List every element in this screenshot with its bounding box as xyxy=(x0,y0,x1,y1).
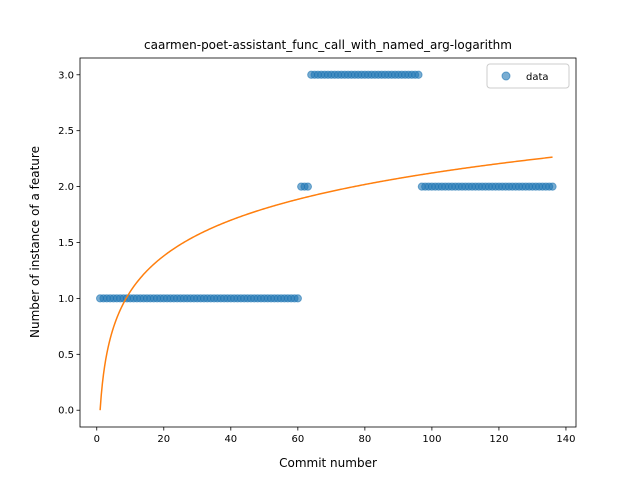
y-axis-label: Number of instance of a feature xyxy=(28,146,42,338)
x-tick-label: 0 xyxy=(94,434,100,445)
fit-line xyxy=(99,156,553,411)
y-tick-label: 0.5 xyxy=(58,350,74,361)
x-tick-label: 140 xyxy=(556,434,575,445)
data-point xyxy=(303,182,312,191)
y-tick-label: 2.0 xyxy=(58,182,74,193)
data-point xyxy=(414,70,423,79)
y-tick-label: 2.5 xyxy=(58,126,74,137)
y-tick-label: 1.5 xyxy=(58,238,74,249)
x-tick-label: 100 xyxy=(422,434,441,445)
x-tick-label: 80 xyxy=(358,434,371,445)
x-tick-label: 60 xyxy=(291,434,304,445)
data-point xyxy=(293,294,302,303)
legend-box xyxy=(486,63,570,89)
legend: data xyxy=(486,63,570,89)
x-tick-label: 40 xyxy=(224,434,237,445)
x-axis-label: Commit number xyxy=(279,456,377,470)
chart-title: caarmen-poet-assistant_func_call_with_na… xyxy=(144,38,512,52)
data-point xyxy=(548,182,557,191)
axes: 0 20 40 60 80 100 120 140 0.0 0.5 1.0 1.5 2.0 2.5 3.0 xyxy=(58,57,577,445)
y-tick-label: 1.0 xyxy=(58,294,74,305)
legend-label: data xyxy=(526,72,549,83)
x-tick-label: 120 xyxy=(489,434,508,445)
plot-area xyxy=(96,70,557,411)
x-tick-label: 20 xyxy=(157,434,170,445)
axes-frame xyxy=(79,57,577,428)
legend-marker xyxy=(501,71,511,81)
y-tick-label: 0.0 xyxy=(58,406,74,417)
y-tick-label: 3.0 xyxy=(58,70,74,81)
